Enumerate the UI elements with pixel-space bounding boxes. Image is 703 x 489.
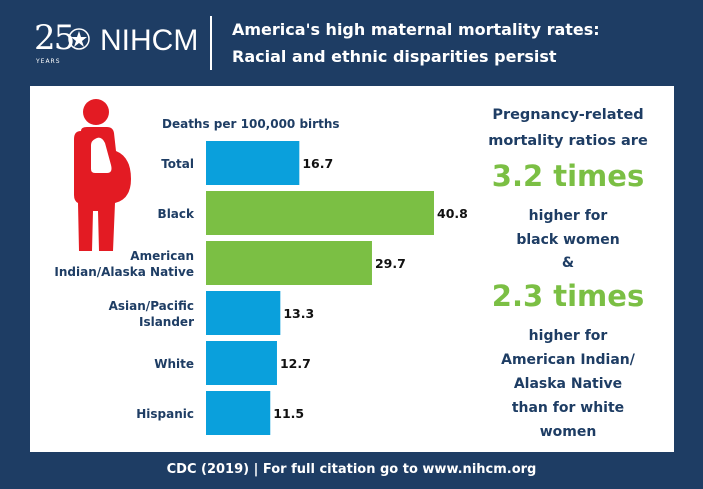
callout: Pregnancy-related mortality ratios are 3…: [470, 102, 666, 444]
pregnant-woman-icon: [74, 99, 131, 251]
star-icon: [68, 28, 90, 50]
logo-name: NIHCM: [100, 24, 199, 57]
header: 25 YEARS NIHCM America's high maternal m…: [0, 0, 703, 86]
stat2-line-3: Alaska Native: [513, 376, 623, 392]
ampersand: &: [561, 255, 575, 271]
value-label: 29.7: [375, 256, 406, 271]
stat-aian-ratio: 2.3 times: [491, 279, 645, 313]
value-label: 11.5: [273, 406, 304, 421]
title-line-1: America's high maternal mortality rates:: [232, 20, 600, 39]
callout-intro-line-1: Pregnancy-related: [492, 107, 644, 123]
category-label: American: [130, 249, 194, 263]
bar-asian-pacific-islander: [206, 291, 281, 335]
value-label: 12.7: [280, 356, 311, 371]
bar-hispanic: [206, 391, 271, 435]
page-title: America's high maternal mortality rates:…: [232, 16, 600, 70]
stat2-line-4: than for white: [511, 400, 625, 416]
value-label: 40.8: [437, 206, 468, 221]
citation-footer[interactable]: CDC (2019) | For full citation go to www…: [166, 462, 537, 477]
category-label: Hispanic: [136, 407, 194, 421]
bar-black: [206, 191, 434, 235]
stat1-line-2: black women: [516, 232, 620, 248]
nihcm-logo[interactable]: 25 YEARS NIHCM: [34, 18, 204, 68]
title-line-2: Racial and ethnic disparities persist: [232, 47, 557, 66]
category-label: Islander: [139, 315, 194, 329]
category-label: Indian/Alaska Native: [54, 265, 194, 279]
stat2-line-5: women: [539, 424, 597, 440]
category-label: Black: [158, 207, 195, 221]
stat2-line-1: higher for: [528, 328, 608, 344]
category-label: White: [154, 357, 194, 371]
header-divider: [210, 16, 212, 70]
bar-white: [206, 341, 277, 385]
callout-intro-line-2: mortality ratios are: [488, 133, 648, 149]
logo-years-text: YEARS: [36, 58, 61, 65]
chart-title: Deaths per 100,000 births: [162, 117, 340, 131]
category-label: Asian/Pacific: [109, 299, 194, 313]
stat1-line-1: higher for: [528, 208, 608, 224]
value-label: 16.7: [302, 156, 333, 171]
category-label: Total: [161, 157, 194, 171]
bar-chart: Deaths per 100,000 births 16.7 Total 40.8 Bl…: [54, 117, 468, 435]
stat2-line-2: American Indian/: [501, 352, 635, 368]
stat-black-ratio: 3.2 times: [491, 159, 645, 193]
value-label: 13.3: [283, 306, 314, 321]
bar-total: [206, 141, 300, 185]
bar-american-indian-alaska-native: [206, 241, 372, 285]
